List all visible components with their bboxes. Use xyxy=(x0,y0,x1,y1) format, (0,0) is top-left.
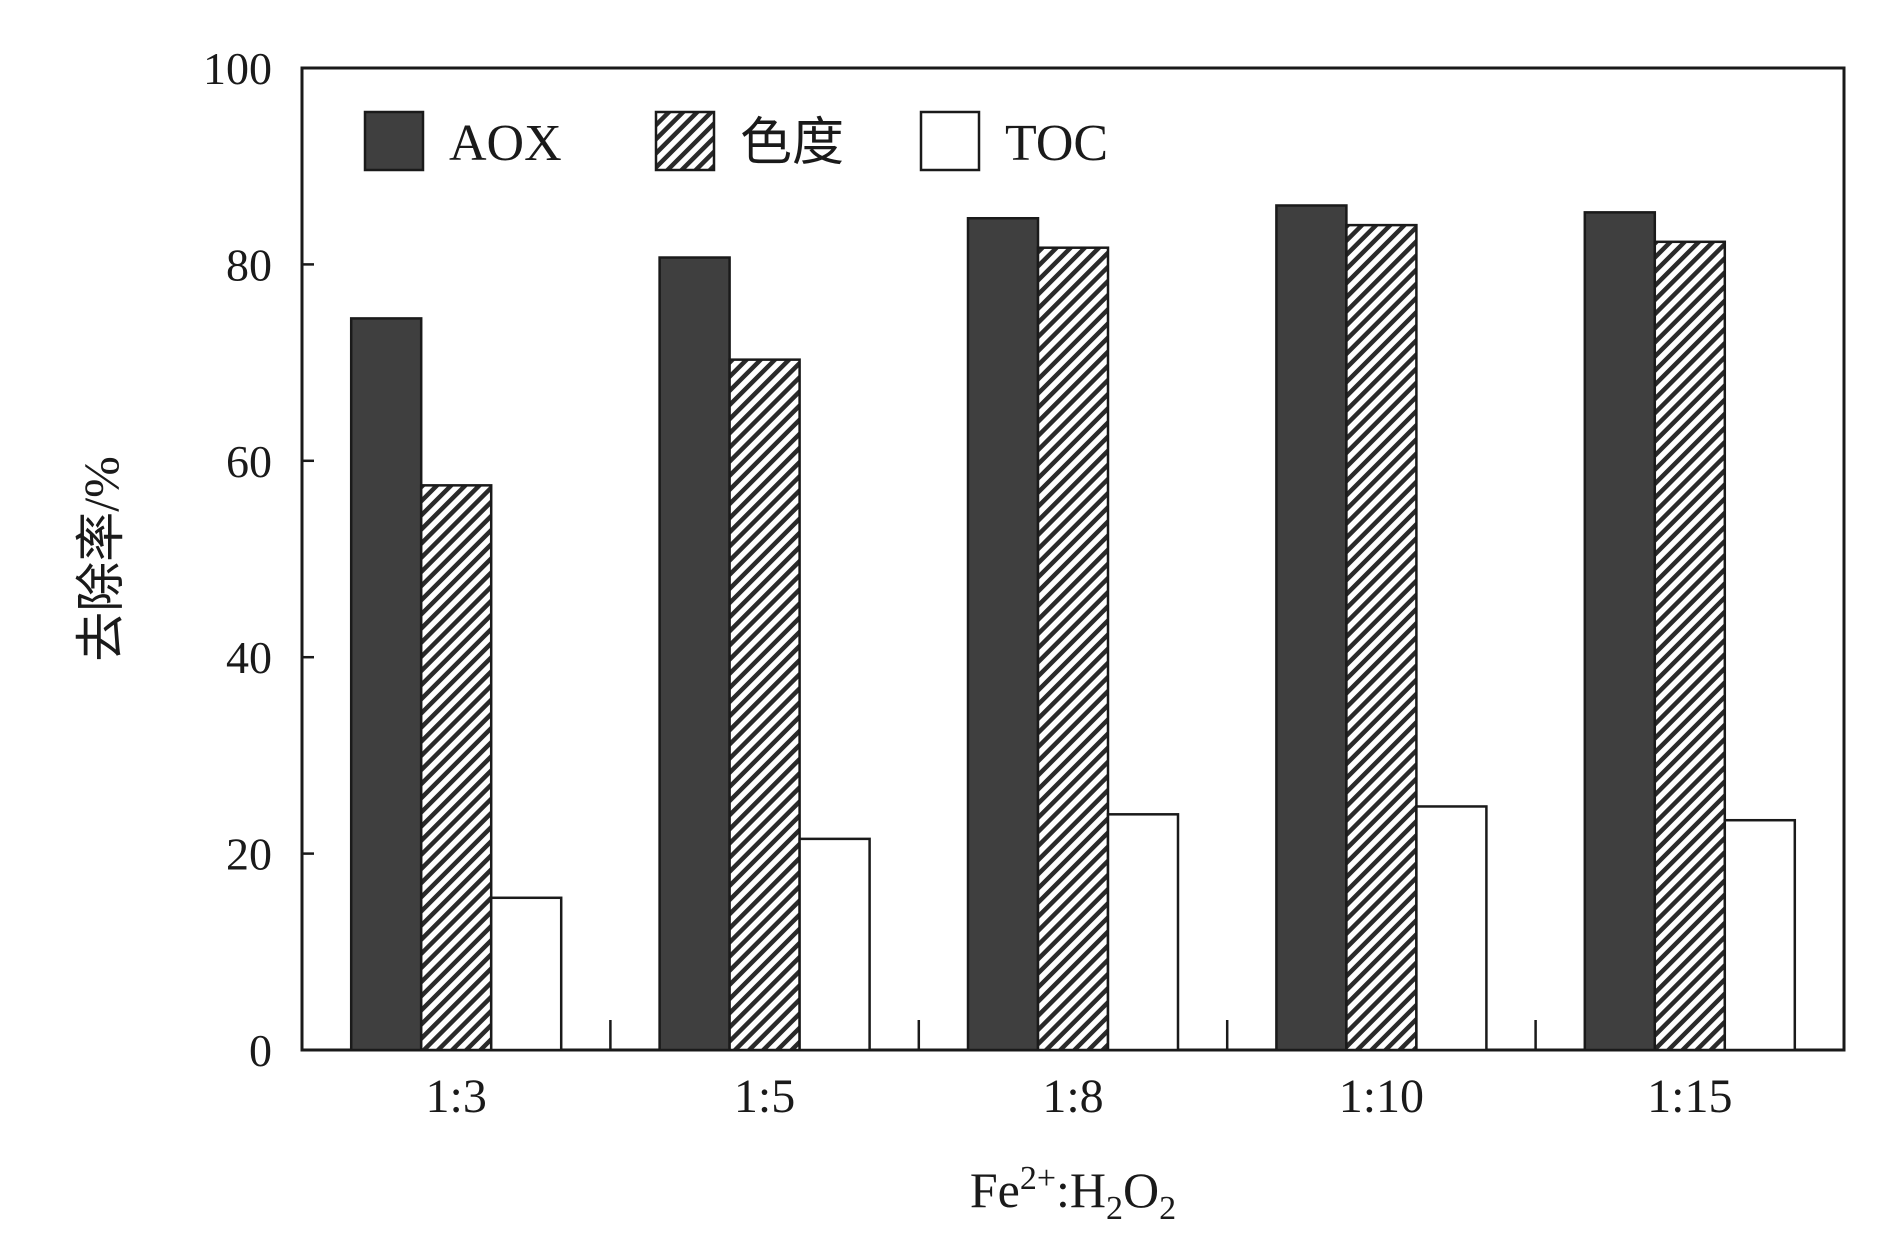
bar-色度-1:5 xyxy=(728,358,801,1052)
bar-AOX-1:15 xyxy=(1583,211,1657,1052)
legend: AOX 色度 TOC xyxy=(363,110,1108,172)
y-tick-label: 0 xyxy=(249,1025,272,1076)
y-axis: 0 20 40 60 80 100 xyxy=(203,43,314,1076)
legend-label-AOX: AOX xyxy=(449,115,562,172)
bar-AOX-1:3 xyxy=(349,317,423,1052)
bar-TOC-1:5 xyxy=(798,837,871,1052)
x-axis: 1:3 1:5 1:8 1:10 1:15 xyxy=(426,1020,1732,1123)
bars-group xyxy=(349,204,1797,1052)
x-tick-label: 1:15 xyxy=(1647,1070,1732,1123)
x-axis-title: Fe2+:H2O2 xyxy=(970,1160,1176,1227)
legend-label-TOC: TOC xyxy=(1005,115,1108,172)
y-tick-label: 80 xyxy=(226,239,272,290)
x-tick-label: 1:8 xyxy=(1042,1070,1103,1123)
legend-swatch-AOX xyxy=(363,110,425,172)
legend-swatch-TOC xyxy=(919,110,981,172)
bar-AOX-1:8 xyxy=(966,216,1040,1052)
bar-AOX-1:5 xyxy=(658,256,731,1052)
bar-TOC-1:10 xyxy=(1415,805,1488,1052)
bar-色度-1:8 xyxy=(1036,246,1110,1052)
bar-TOC-1:3 xyxy=(489,896,563,1052)
y-axis-title: 去除率/% xyxy=(73,456,129,662)
legend-label-色度: 色度 xyxy=(740,115,844,172)
bar-TOC-1:15 xyxy=(1723,818,1797,1052)
bar-AOX-1:10 xyxy=(1275,204,1348,1052)
y-tick-label: 100 xyxy=(203,43,272,94)
bar-色度-1:3 xyxy=(419,484,493,1052)
y-tick-label: 40 xyxy=(226,632,272,683)
bar-色度-1:10 xyxy=(1345,223,1418,1052)
bar-TOC-1:8 xyxy=(1106,813,1180,1052)
y-tick-label: 20 xyxy=(226,829,272,880)
x-tick-label: 1:3 xyxy=(426,1070,487,1123)
bar-色度-1:15 xyxy=(1653,240,1727,1052)
x-tick-label: 1:5 xyxy=(734,1070,795,1123)
legend-swatch-色度 xyxy=(654,110,716,172)
x-tick-label: 1:10 xyxy=(1339,1070,1424,1123)
y-tick-label: 60 xyxy=(226,436,272,487)
